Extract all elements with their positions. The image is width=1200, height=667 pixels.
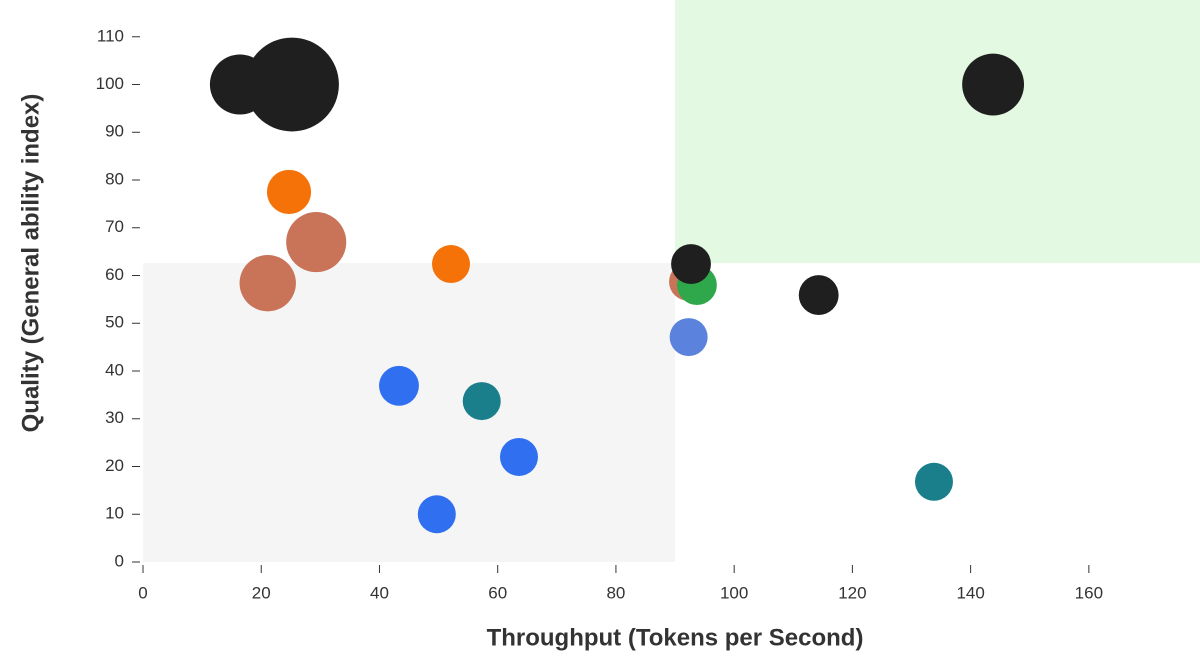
y-axis-title: Quality (General ability index) xyxy=(17,94,44,433)
x-tick-label: 80 xyxy=(606,583,625,602)
y-tick-label: 60 xyxy=(105,265,124,284)
y-tick-label: 0 xyxy=(115,551,124,570)
bubble xyxy=(379,365,419,406)
x-tick-label: 20 xyxy=(252,583,271,602)
bubble xyxy=(499,437,538,476)
regions xyxy=(143,0,1200,562)
points xyxy=(209,37,1025,534)
x-tick-label: 100 xyxy=(720,583,748,602)
region xyxy=(143,263,676,562)
y-tick-label: 110 xyxy=(97,26,124,45)
y-tick-label: 100 xyxy=(96,74,124,93)
y-tick-label: 70 xyxy=(105,217,124,236)
x-tick-label: 120 xyxy=(838,583,866,602)
y-tick-label: 30 xyxy=(105,408,124,427)
y-tick-label: 20 xyxy=(105,456,124,475)
region xyxy=(675,0,1200,264)
axes: 0 10 20 30 40 50 60 70 80 90 100 110 0 20 40 60 80 100 120… xyxy=(96,26,1103,602)
y-tick-label: 10 xyxy=(105,504,124,523)
x-tick-label: 160 xyxy=(1075,583,1103,602)
x-tick-label: 140 xyxy=(956,583,984,602)
x-axis-title: Throughput (Tokens per Second) xyxy=(487,624,864,651)
bubble xyxy=(914,462,953,501)
bubble xyxy=(239,254,296,312)
bubble xyxy=(286,212,347,273)
y-tick-label: 40 xyxy=(105,360,124,379)
y-tick-label: 80 xyxy=(105,169,124,188)
bubble xyxy=(462,382,501,421)
x-tick-label: 0 xyxy=(138,583,147,602)
bubble xyxy=(671,244,711,284)
bubble xyxy=(417,495,456,534)
x-tick-label: 60 xyxy=(488,583,507,602)
y-tick-label: 90 xyxy=(105,122,124,141)
bubble xyxy=(245,37,339,132)
bubble xyxy=(798,275,839,316)
x-tick-label: 40 xyxy=(370,583,389,602)
bubble xyxy=(431,245,470,284)
bubble xyxy=(962,53,1025,116)
bubble xyxy=(669,318,708,357)
bubble xyxy=(266,169,312,215)
y-tick-label: 50 xyxy=(105,313,124,332)
